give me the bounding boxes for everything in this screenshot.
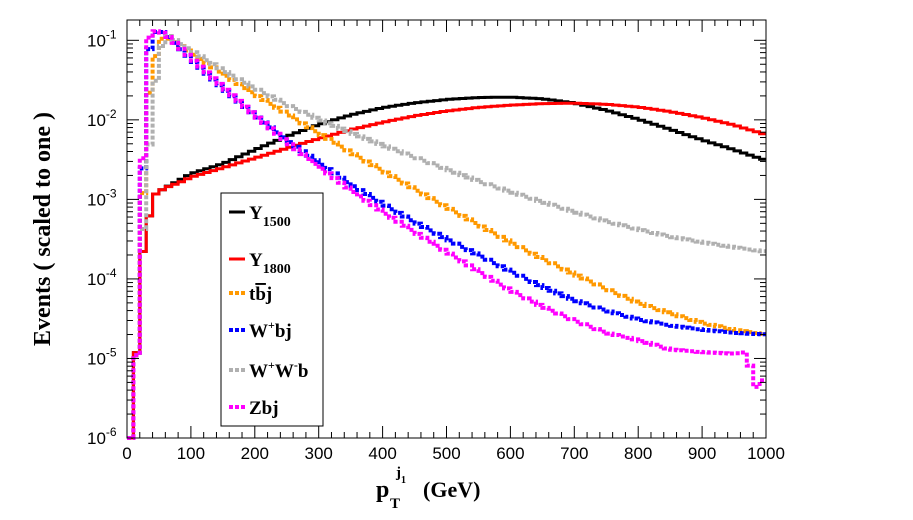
series-layer <box>127 29 766 440</box>
x-tick-label: 100 <box>177 444 205 463</box>
y-tick-label: 10-2 <box>87 107 117 130</box>
svg-text:j: j <box>395 465 401 481</box>
labels-layer: 0 100 200 300 400 500 600 700 800 900 1000 10-6 10-5… <box>87 27 785 463</box>
legend-label-5: Zbj <box>249 398 279 419</box>
legend-label-3: W+bj <box>249 318 292 342</box>
x-tick-label: 700 <box>560 444 588 463</box>
series-line-5 <box>127 29 766 440</box>
legend-label-2: tbj <box>249 284 272 305</box>
x-tick-label: 1000 <box>747 444 785 463</box>
y-tick-label: 10-4 <box>87 266 117 289</box>
x-tick-label: 900 <box>688 444 716 463</box>
legend: Y1500 Y1800 tbj W+bj W+W-b Zbj <box>220 192 324 427</box>
x-tick-label: 600 <box>496 444 524 463</box>
legend-label-1: Y1800 <box>249 250 291 277</box>
svg-text:1: 1 <box>401 475 406 486</box>
x-tick-label: 0 <box>122 444 131 463</box>
legend-box <box>220 192 324 427</box>
y-tick-label: 10-3 <box>87 186 117 209</box>
x-tick-label: 400 <box>368 444 396 463</box>
series-line-4 <box>127 34 766 440</box>
ticks-layer <box>126 20 767 439</box>
svg-text:p: p <box>376 477 389 503</box>
svg-text:(GeV): (GeV) <box>423 477 480 502</box>
series-line-0 <box>127 95 766 440</box>
y-tick-label: 10-6 <box>87 425 117 448</box>
series-line-1 <box>127 101 766 440</box>
legend-label-4: W+W-b <box>249 358 308 382</box>
x-tick-label: 800 <box>624 444 652 463</box>
x-tick-label: 300 <box>305 444 333 463</box>
x-tick-label: 200 <box>241 444 269 463</box>
x-axis-title: p T j 1 (GeV) <box>376 465 480 512</box>
y-tick-label: 10-5 <box>87 345 117 368</box>
svg-text:T: T <box>390 496 400 512</box>
y-axis-title: Events ( scaled to one ) <box>30 112 56 346</box>
legend-label-0: Y1500 <box>249 203 291 230</box>
x-tick-label: 500 <box>432 444 460 463</box>
y-tick-label: 10-1 <box>87 27 117 50</box>
series-line-2 <box>127 36 766 440</box>
